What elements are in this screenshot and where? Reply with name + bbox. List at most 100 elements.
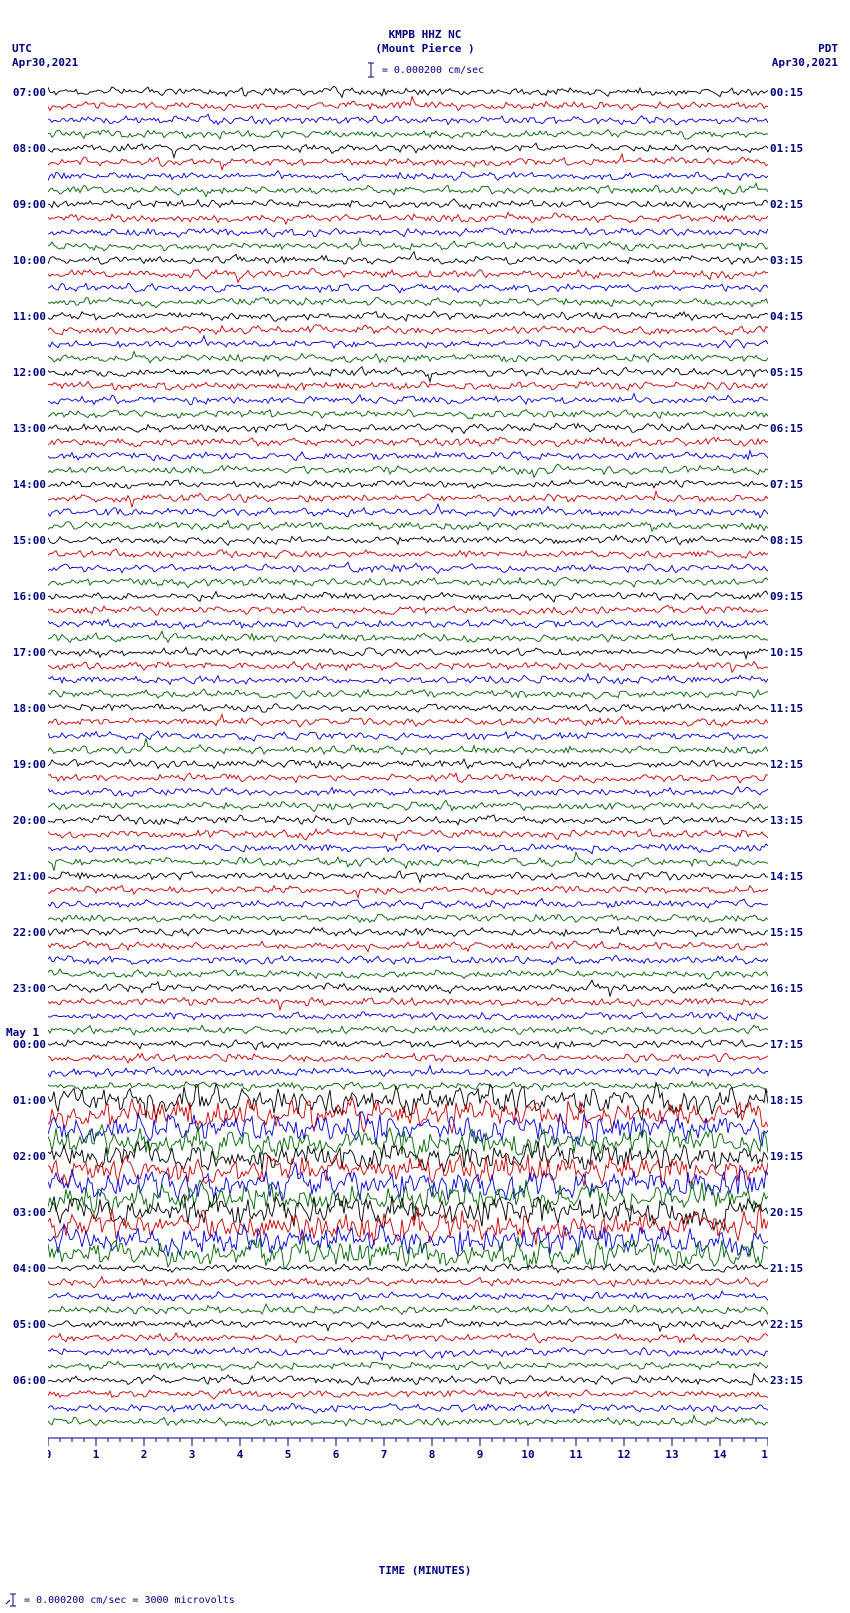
- trace-line: [48, 562, 768, 573]
- seismogram-container: KMPB HHZ NC (Mount Pierce ) = 0.000200 c…: [0, 0, 850, 1613]
- trace-line: [48, 980, 768, 996]
- trace-line: [48, 252, 768, 265]
- utc-hour-label: 03:00: [10, 1206, 46, 1219]
- svg-text:9: 9: [477, 1448, 484, 1461]
- pdt-hour-label: 00:15: [770, 86, 803, 99]
- trace-line: [48, 1415, 768, 1426]
- trace-line: [48, 815, 768, 825]
- trace-line: [48, 1333, 768, 1343]
- trace-line: [48, 1066, 768, 1077]
- x-axis-label: TIME (MINUTES): [0, 1564, 850, 1577]
- trace-line: [48, 871, 768, 882]
- pdt-hour-label: 09:15: [770, 590, 803, 603]
- trace-line: [48, 969, 768, 979]
- svg-text:1: 1: [93, 1448, 100, 1461]
- trace-line: [48, 283, 768, 293]
- utc-hour-label: 18:00: [10, 702, 46, 715]
- utc-hour-label: 12:00: [10, 366, 46, 379]
- pdt-hour-label: 23:15: [770, 1374, 803, 1387]
- trace-line: [48, 844, 768, 854]
- pdt-hour-label: 04:15: [770, 310, 803, 323]
- svg-text:0: 0: [48, 1448, 51, 1461]
- trace-line: [48, 549, 768, 559]
- pdt-hour-label: 02:15: [770, 198, 803, 211]
- trace-line: [48, 297, 768, 308]
- trace-line: [48, 86, 768, 97]
- trace-line: [48, 1403, 768, 1413]
- trace-line: [48, 674, 768, 685]
- trace-line: [48, 1040, 768, 1050]
- trace-line: [48, 1291, 768, 1301]
- trace-line: [48, 852, 768, 870]
- trace-line: [48, 491, 768, 507]
- trace-line: [48, 899, 768, 909]
- trace-line: [48, 451, 768, 461]
- trace-line: [48, 1097, 768, 1133]
- trace-line: [48, 941, 768, 952]
- utc-hour-label: 20:00: [10, 814, 46, 827]
- utc-hour-label: 16:00: [10, 590, 46, 603]
- trace-line: [48, 714, 768, 727]
- pdt-hour-label: 08:15: [770, 534, 803, 547]
- utc-hour-label: 09:00: [10, 198, 46, 211]
- utc-hour-label: 05:00: [10, 1318, 46, 1331]
- scale-bar-label: = 0.000200 cm/sec: [0, 62, 850, 78]
- trace-line: [48, 394, 768, 405]
- pdt-hour-label: 19:15: [770, 1150, 803, 1163]
- svg-text:12: 12: [617, 1448, 630, 1461]
- trace-line: [48, 464, 768, 477]
- trace-line: [48, 171, 768, 181]
- trace-line: [48, 212, 768, 224]
- utc-hour-label: 00:00: [10, 1038, 46, 1051]
- trace-line: [48, 738, 768, 754]
- station-name: (Mount Pierce ): [0, 42, 850, 55]
- utc-hour-label: 08:00: [10, 142, 46, 155]
- pdt-hour-label: 22:15: [770, 1318, 803, 1331]
- utc-hour-label: 15:00: [10, 534, 46, 547]
- trace-line: [48, 1389, 768, 1399]
- trace-line: [48, 410, 768, 420]
- trace-line: [48, 1193, 768, 1230]
- trace-line: [48, 382, 768, 391]
- trace-line: [48, 577, 768, 588]
- trace-line: [48, 311, 768, 321]
- trace-line: [48, 130, 768, 140]
- date-right: Apr30,2021: [772, 56, 838, 69]
- pdt-hour-label: 12:15: [770, 758, 803, 771]
- trace-line: [48, 829, 768, 841]
- trace-line: [48, 480, 768, 488]
- pdt-hour-label: 11:15: [770, 702, 803, 715]
- utc-hour-label: 19:00: [10, 758, 46, 771]
- utc-hour-label: 21:00: [10, 870, 46, 883]
- trace-line: [48, 955, 768, 964]
- trace-line: [48, 914, 768, 922]
- trace-line: [48, 787, 768, 797]
- date-change-mark: May 1: [6, 1026, 39, 1039]
- seismogram-plot: 0123456789101112131415: [48, 86, 768, 1542]
- pdt-hour-label: 21:15: [770, 1262, 803, 1275]
- pdt-hour-label: 06:15: [770, 422, 803, 435]
- trace-line: [48, 1374, 768, 1385]
- svg-text:15: 15: [761, 1448, 768, 1461]
- utc-hour-label: 17:00: [10, 646, 46, 659]
- trace-line: [48, 1277, 768, 1288]
- pdt-hour-label: 07:15: [770, 478, 803, 491]
- svg-text:2: 2: [141, 1448, 148, 1461]
- pdt-hour-label: 14:15: [770, 870, 803, 883]
- trace-line: [48, 1081, 768, 1092]
- pdt-hour-label: 20:15: [770, 1206, 803, 1219]
- trace-line: [48, 367, 768, 382]
- trace-line: [48, 154, 768, 170]
- utc-hour-label: 02:00: [10, 1150, 46, 1163]
- trace-line: [48, 352, 768, 363]
- x-axis: 0123456789101112131415: [48, 1438, 768, 1461]
- trace-line: [48, 647, 768, 658]
- trace-line: [48, 1347, 768, 1360]
- trace-line: [48, 773, 768, 783]
- utc-hour-label: 06:00: [10, 1374, 46, 1387]
- trace-line: [48, 927, 768, 937]
- trace-line: [48, 689, 768, 699]
- trace-line: [48, 631, 768, 643]
- trace-line: [48, 998, 768, 1010]
- pdt-hour-label: 10:15: [770, 646, 803, 659]
